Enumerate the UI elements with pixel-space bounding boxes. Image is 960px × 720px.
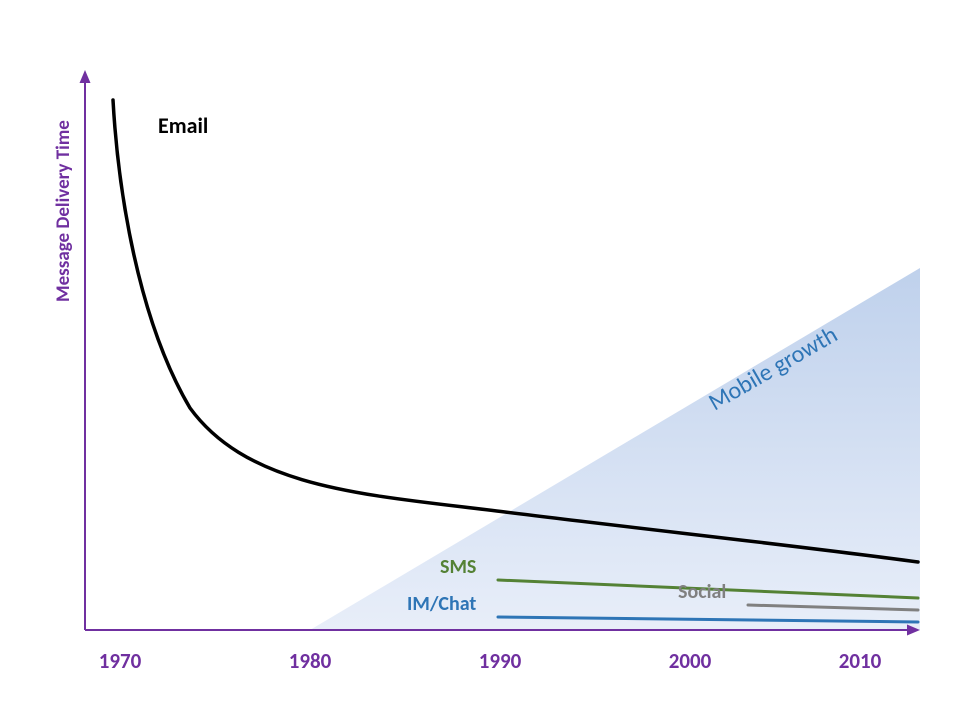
chart-stage: Message Delivery Time 1970 1980 1990 2000 20… (0, 0, 960, 720)
x-tick-label: 2010 (839, 648, 882, 674)
series-sms-label: SMS (440, 555, 476, 579)
y-axis-label: Message Delivery Time (52, 120, 75, 302)
x-tick-label: 1980 (289, 648, 332, 674)
series-social-label: Social (678, 580, 726, 604)
series-email-label: Email (158, 112, 208, 139)
x-tick-label: 1970 (99, 648, 142, 674)
y-axis-arrowhead (80, 70, 91, 83)
x-tick-label: 2000 (669, 648, 712, 674)
series-imchat-label: IM/Chat (407, 592, 476, 616)
x-tick-label: 1990 (479, 648, 522, 674)
